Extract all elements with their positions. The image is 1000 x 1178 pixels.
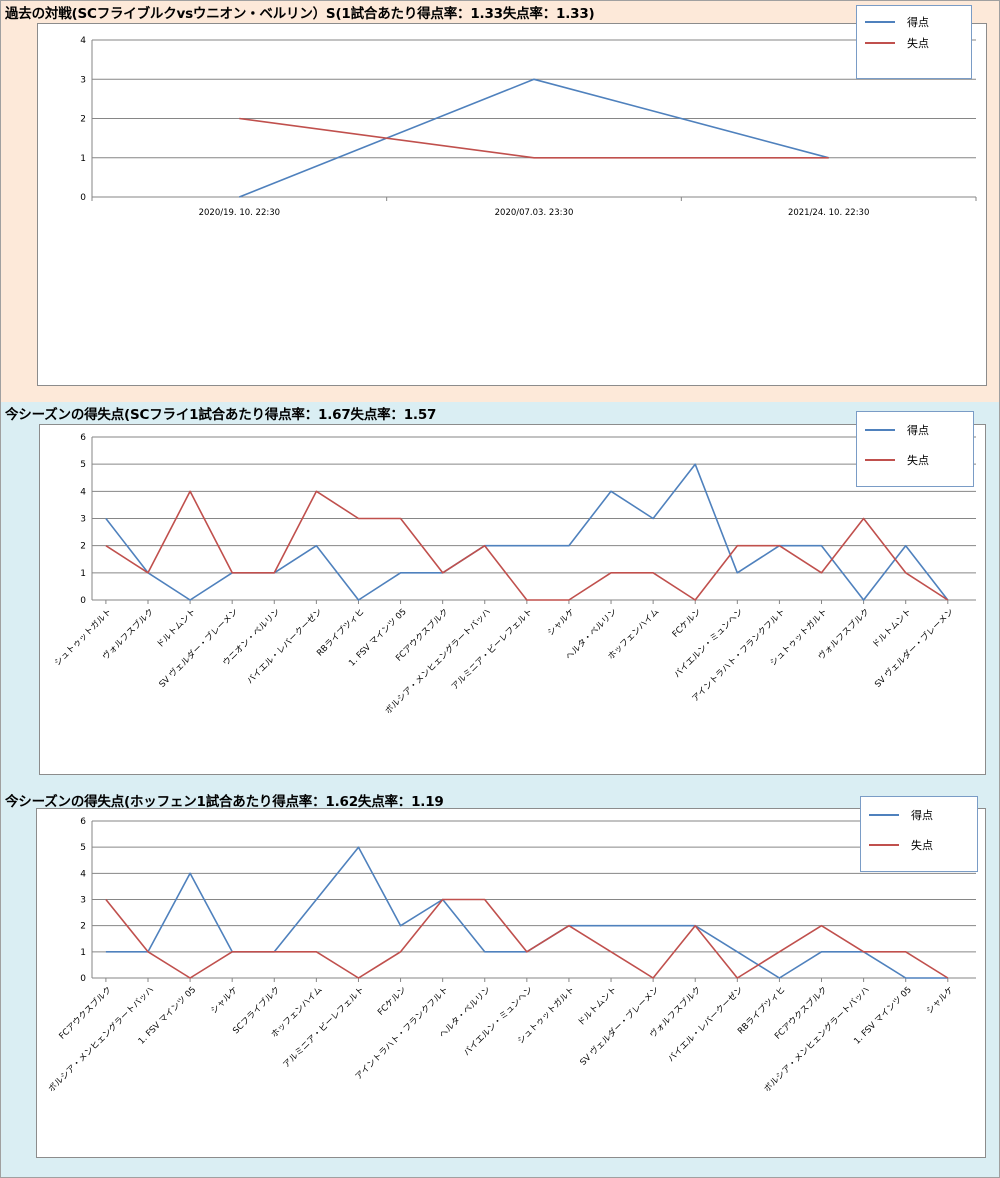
x-tick-label: SV ヴェルダー・ブレーメン <box>157 606 240 689</box>
line-chart-head-to-head: 0 1 2 3 4 2020/19. 10. 22:30 2020/07.03. 23:30… <box>80 36 977 218</box>
y-tick-label: 6 <box>80 433 86 443</box>
y-tick-label: 6 <box>80 817 86 827</box>
legend-label-conceded: 失点 <box>907 454 929 467</box>
y-tick-label: 0 <box>80 596 86 606</box>
x-tick-label: アイントラハト・フランクフルト <box>354 985 451 1082</box>
series-line-score <box>105 463 949 601</box>
y-tick-label: 0 <box>80 193 86 203</box>
legend-swatch-conceded <box>865 42 895 44</box>
y-tick-label: 3 <box>80 515 86 525</box>
y-tick-label: 1 <box>80 948 86 958</box>
x-tick-label: 2021/24. 10. 22:30 <box>788 208 869 218</box>
chart-legend: 得点 失点 <box>856 411 974 487</box>
plot-area <box>37 23 987 386</box>
legend-label-conceded: 失点 <box>911 839 933 852</box>
legend-label-score: 得点 <box>907 424 929 437</box>
y-tick-label: 3 <box>80 75 86 85</box>
legend-item-score: 得点 <box>857 14 971 30</box>
x-tick-label: バイエル・レバークーゼン <box>666 984 746 1064</box>
y-tick-label: 3 <box>80 896 86 906</box>
legend-swatch-score <box>865 21 895 23</box>
plot-area <box>36 808 986 1158</box>
legend-item-conceded: 失点 <box>861 837 977 853</box>
y-tick-label: 4 <box>80 36 86 46</box>
x-tick-label: シャルケ <box>546 607 577 638</box>
panel-head-to-head: 過去の対戦(SCフライブルクvsウニオン・ベルリン）S(1試合あたり得点率：1.… <box>1 1 999 402</box>
x-tick-label: 2020/19. 10. 22:30 <box>199 208 280 218</box>
legend-label-score: 得点 <box>911 809 933 822</box>
y-tick-label: 2 <box>80 115 86 125</box>
x-tick-label: シャルケ <box>925 985 956 1016</box>
series-line-conceded <box>105 898 949 979</box>
y-tick-label: 2 <box>80 922 86 932</box>
x-tick-label: SV ヴェルダー・ブレーメン <box>578 984 661 1067</box>
legend-swatch-score <box>865 429 895 431</box>
chart-title: 今シーズンの得失点(ホッフェン1試合あたり得点率：1.62失点率：1.19 <box>5 794 444 810</box>
y-tick-label: 4 <box>80 487 86 497</box>
legend-item-score: 得点 <box>857 422 973 438</box>
legend-swatch-score <box>869 814 899 816</box>
series-line-score <box>239 78 829 198</box>
legend-swatch-conceded <box>865 459 895 461</box>
x-tick-label: バイエル・レバークーゼン <box>245 606 325 686</box>
chart-legend: 得点 失点 <box>856 5 972 79</box>
legend-label-conceded: 失点 <box>907 37 929 50</box>
x-tick-label: バイエルン・ミュンヘン <box>672 607 745 680</box>
x-tick-label: シャルケ <box>209 985 240 1016</box>
x-tick-label: ドルトムント <box>155 607 198 650</box>
x-tick-label: アルミニア・ビーレフェルト <box>450 607 535 692</box>
series-line-score <box>105 846 948 979</box>
x-tick-label: アルミニア・ビーレフェルト <box>281 985 366 1070</box>
y-tick-label: 5 <box>80 843 86 853</box>
y-tick-label: 1 <box>80 154 86 164</box>
x-tick-label: FCケルン <box>376 985 409 1018</box>
y-tick-label: 0 <box>80 974 86 984</box>
series-line-conceded <box>239 117 829 159</box>
chart-title: 過去の対戦(SCフライブルクvsウニオン・ベルリン）S(1試合あたり得点率：1.… <box>5 6 595 22</box>
y-tick-label: 2 <box>80 542 86 552</box>
chart-legend: 得点 失点 <box>860 796 978 872</box>
panel-freiburg-season: 今シーズンの得失点(SCフライ1試合あたり得点率：1.67失点率：1.57 0 1… <box>1 402 999 789</box>
x-tick-label: バイエルン・ミュンヘン <box>462 985 535 1058</box>
x-tick-label: ドルトムント <box>871 607 914 650</box>
x-tick-label: ドルトムント <box>576 985 619 1028</box>
y-tick-label: 5 <box>80 460 86 470</box>
x-tick-label: FCケルン <box>671 607 704 640</box>
y-tick-label: 4 <box>80 869 86 879</box>
chart-title: 今シーズンの得失点(SCフライ1試合あたり得点率：1.67失点率：1.57 <box>5 407 437 423</box>
panel-hoffenheim-season: 今シーズンの得失点(ホッフェン1試合あたり得点率：1.62失点率：1.19 0 1… <box>1 789 999 1177</box>
legend-item-conceded: 失点 <box>857 452 973 468</box>
legend-label-score: 得点 <box>907 16 929 29</box>
series-line-conceded <box>105 490 949 601</box>
legend-item-score: 得点 <box>861 807 977 823</box>
x-tick-label: 2020/07.03. 23:30 <box>495 208 574 218</box>
legend-swatch-conceded <box>869 844 899 846</box>
legend-item-conceded: 失点 <box>857 35 971 51</box>
y-tick-label: 1 <box>80 569 86 579</box>
x-tick-label: SV ヴェルダー・ブレーメン <box>872 606 955 689</box>
